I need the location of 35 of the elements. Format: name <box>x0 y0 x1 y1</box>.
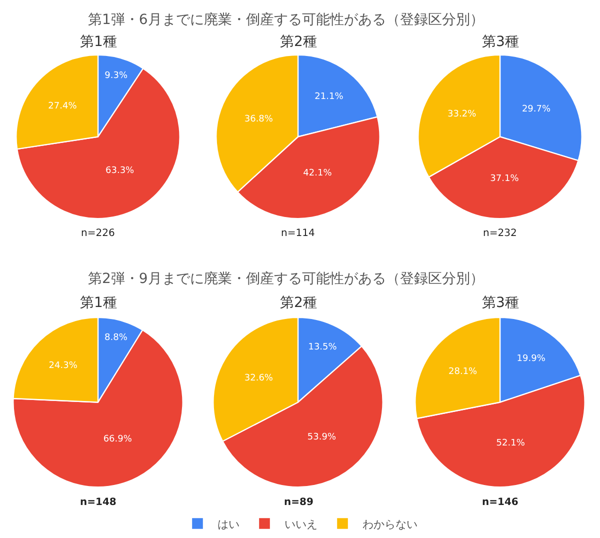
legend-label: わからない <box>362 518 418 531</box>
data-label: 53.9% <box>307 432 336 442</box>
data-label: 42.1% <box>303 168 332 178</box>
legend-label: いいえ <box>284 518 318 531</box>
chart-title: 第1弾・6月までに廃業・倒産する可能性がある（登録区分別） <box>88 12 484 28</box>
text: n=232 <box>483 228 517 239</box>
text: n=114 <box>281 228 315 239</box>
data-label: 19.9% <box>516 354 546 364</box>
data-label: 36.8% <box>244 114 274 125</box>
data-label: 28.1% <box>448 366 478 377</box>
data-label: 66.9% <box>103 434 132 445</box>
slice-label: 第3種 <box>482 34 519 50</box>
text: n=89 <box>284 497 314 508</box>
data-label: 24.3% <box>48 361 78 372</box>
slice-label: 第2種 <box>280 295 317 311</box>
slice-label: 第1種 <box>80 295 117 311</box>
text: n=148 <box>80 497 116 508</box>
text: n=146 <box>482 497 518 508</box>
data-label: 63.3% <box>106 166 135 176</box>
slice-label: 第2種 <box>280 34 317 50</box>
data-label: 8.8% <box>104 333 128 344</box>
data-label: 33.2% <box>448 110 477 120</box>
slice-label: 第3種 <box>482 295 519 311</box>
data-label: 27.4% <box>48 101 78 112</box>
text: 第2弾・9月までに廃業・倒産する可能性がある（登録区分別） <box>88 271 484 287</box>
data-label: 32.6% <box>244 373 274 384</box>
data-label: 37.1% <box>490 174 520 184</box>
data-label: 9.3% <box>104 70 128 81</box>
text: n=226 <box>81 228 115 239</box>
data-label: 21.1% <box>314 92 344 102</box>
data-label: 13.5% <box>308 342 338 352</box>
data-label: 52.1% <box>496 438 526 448</box>
legend-label: はい <box>218 518 240 531</box>
data-label: 29.7% <box>522 104 551 115</box>
slice-label: 第1種 <box>80 34 117 50</box>
